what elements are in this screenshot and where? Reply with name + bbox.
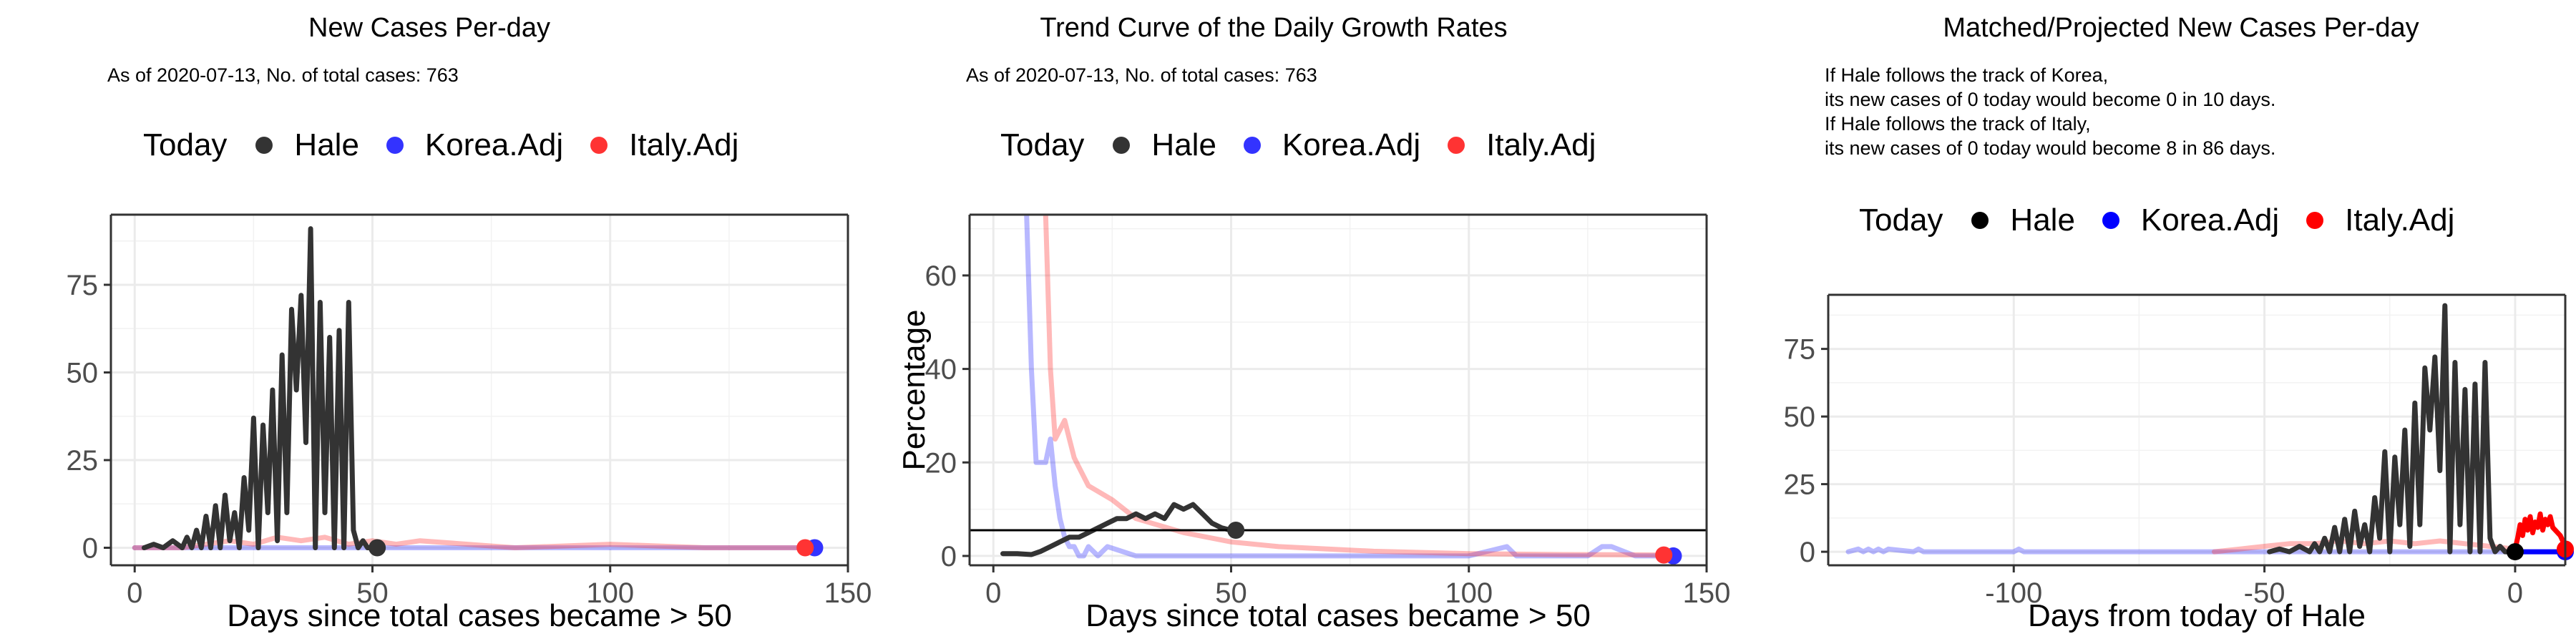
chart-legend: Today Hale Korea.Adj Italy.Adj bbox=[1859, 203, 2482, 238]
annotation-line: its new cases of 0 today would become 0 … bbox=[1825, 89, 2276, 110]
series-line-hale bbox=[2267, 303, 2518, 555]
legend-marker-italy bbox=[590, 137, 608, 154]
legend-item-hale: Hale bbox=[1113, 127, 1216, 163]
legend-item-korea: Korea.Adj bbox=[386, 127, 563, 163]
legend-item-hale: Hale bbox=[255, 127, 359, 163]
annotation-line: If Hale follows the track of Korea, bbox=[1825, 64, 2109, 86]
y-axis-label: Percentage bbox=[897, 309, 932, 470]
y-tick-label: 0 bbox=[941, 541, 957, 572]
x-tick-label: 150 bbox=[824, 577, 872, 609]
y-tick-label: 0 bbox=[82, 533, 98, 565]
series-line-italy-adj bbox=[1043, 215, 1667, 558]
y-tick-label: 25 bbox=[67, 445, 99, 477]
y-tick-label: 50 bbox=[67, 358, 99, 389]
x-tick-label: -100 bbox=[1985, 577, 2042, 609]
today-point-hale bbox=[369, 539, 386, 557]
plot-growth-rates: 0 50 100 150 0 20 40 60 Days since total cases b… bbox=[897, 213, 1730, 633]
y-tick-label: 0 bbox=[1800, 537, 1815, 568]
y-tick-label: 75 bbox=[1784, 334, 1816, 366]
legend-label-hale: Hale bbox=[2010, 203, 2075, 238]
legend-marker-italy bbox=[2306, 212, 2324, 229]
x-tick-label: 0 bbox=[127, 577, 142, 609]
chart-title: Trend Curve of the Daily Growth Rates bbox=[1040, 13, 1508, 43]
today-point-hale bbox=[1227, 522, 1245, 539]
chart-subtitle: As of 2020-07-13, No. of total cases: 76… bbox=[107, 64, 459, 86]
legend-label-korea: Korea.Adj bbox=[424, 127, 564, 162]
legend-item-italy: Italy.Adj bbox=[1448, 127, 1596, 163]
legend-label-hale: Hale bbox=[294, 127, 359, 162]
y-tick-label: 20 bbox=[925, 447, 957, 479]
series-group bbox=[1845, 303, 2565, 555]
chart-panel-growth-rates: Trend Curve of the Daily Growth Rates As… bbox=[859, 0, 1730, 644]
chart-annotation: If Hale follows the track of Korea, its n… bbox=[1825, 63, 2275, 160]
legend-marker-korea bbox=[1243, 137, 1261, 154]
y-tick-label: 60 bbox=[925, 260, 957, 292]
series-line-hale bbox=[142, 226, 380, 550]
annotation-line: If Hale follows the track of Italy, bbox=[1825, 113, 2091, 135]
legend-item-italy: Italy.Adj bbox=[2306, 203, 2454, 238]
legend-item-hale: Hale bbox=[1971, 203, 2075, 238]
series-line-korea-adj bbox=[1024, 215, 1676, 559]
legend-title: Today bbox=[143, 127, 228, 162]
chart-panel-projected: Matched/Projected New Cases Per-day If H… bbox=[1717, 0, 2576, 644]
y-tick-label: 75 bbox=[67, 270, 99, 301]
chart-legend: Today Hale Korea.Adj Italy.Adj bbox=[143, 127, 766, 163]
y-tick-label: 50 bbox=[1784, 401, 1816, 433]
today-point-hale bbox=[2506, 543, 2524, 561]
legend-item-korea: Korea.Adj bbox=[2102, 203, 2279, 238]
legend-label-korea: Korea.Adj bbox=[1282, 127, 1421, 162]
series-group bbox=[1000, 215, 1676, 559]
legend-marker-hale bbox=[1113, 137, 1131, 154]
x-axis-label: Days from today of Hale bbox=[2028, 598, 2366, 633]
today-point-italy-adj bbox=[1655, 546, 1673, 564]
x-tick-label: 0 bbox=[985, 577, 1001, 609]
series-line-italy-adj bbox=[2212, 538, 2518, 555]
legend-marker-korea bbox=[2102, 212, 2119, 229]
plot-new-cases: 0 50 100 150 0 25 50 75 Days since total cases b… bbox=[67, 213, 872, 633]
x-tick-label: 150 bbox=[1683, 577, 1731, 609]
x-tick-label: 0 bbox=[2507, 577, 2523, 609]
legend-label-italy: Italy.Adj bbox=[1486, 127, 1596, 162]
chart-title: New Cases Per-day bbox=[308, 13, 550, 43]
legend-marker-korea bbox=[386, 137, 404, 154]
legend-item-korea: Korea.Adj bbox=[1243, 127, 1421, 163]
chart-subtitle: As of 2020-07-13, No. of total cases: 76… bbox=[966, 64, 1317, 86]
legend-marker-hale bbox=[255, 137, 273, 154]
annotation-line: its new cases of 0 today would become 8 … bbox=[1825, 137, 2276, 159]
chart-legend: Today Hale Korea.Adj Italy.Adj bbox=[1000, 127, 1623, 163]
series-group bbox=[132, 226, 817, 550]
legend-label-italy: Italy.Adj bbox=[629, 127, 739, 162]
legend-item-italy: Italy.Adj bbox=[590, 127, 738, 163]
today-point-italy-adj bbox=[796, 539, 814, 557]
x-tick-label: 50 bbox=[356, 577, 389, 609]
y-tick-label: 25 bbox=[1784, 469, 1816, 501]
x-tick-label: 50 bbox=[1215, 577, 1247, 609]
y-tick-label: 40 bbox=[925, 354, 957, 386]
plot-background bbox=[111, 215, 848, 565]
x-tick-label: 100 bbox=[586, 577, 634, 609]
x-axis-label: Days since total cases became > 50 bbox=[1085, 598, 1591, 633]
x-tick-label: -50 bbox=[2244, 577, 2285, 609]
legend-title: Today bbox=[1859, 203, 1943, 238]
plot-projected: -100 -50 0 0 25 50 75 Days from today of Hale bbox=[1784, 293, 2574, 633]
legend-marker-italy bbox=[1448, 137, 1465, 154]
x-tick-label: 100 bbox=[1445, 577, 1493, 609]
series-line-korea-adj bbox=[1845, 546, 2565, 555]
legend-title: Today bbox=[1000, 127, 1085, 162]
legend-label-korea: Korea.Adj bbox=[2140, 203, 2280, 238]
series-line-hale bbox=[1000, 502, 1239, 557]
legend-label-italy: Italy.Adj bbox=[2345, 203, 2455, 238]
chart-panel-new-cases: New Cases Per-day As of 2020-07-13, No. … bbox=[0, 0, 872, 644]
legend-label-hale: Hale bbox=[1151, 127, 1216, 162]
x-axis-label: Days since total cases became > 50 bbox=[227, 598, 732, 633]
legend-marker-hale bbox=[1971, 212, 1989, 229]
series-line-italy-adj bbox=[2512, 511, 2565, 552]
plot-background bbox=[970, 215, 1707, 565]
chart-title: Matched/Projected New Cases Per-day bbox=[1943, 13, 2419, 43]
